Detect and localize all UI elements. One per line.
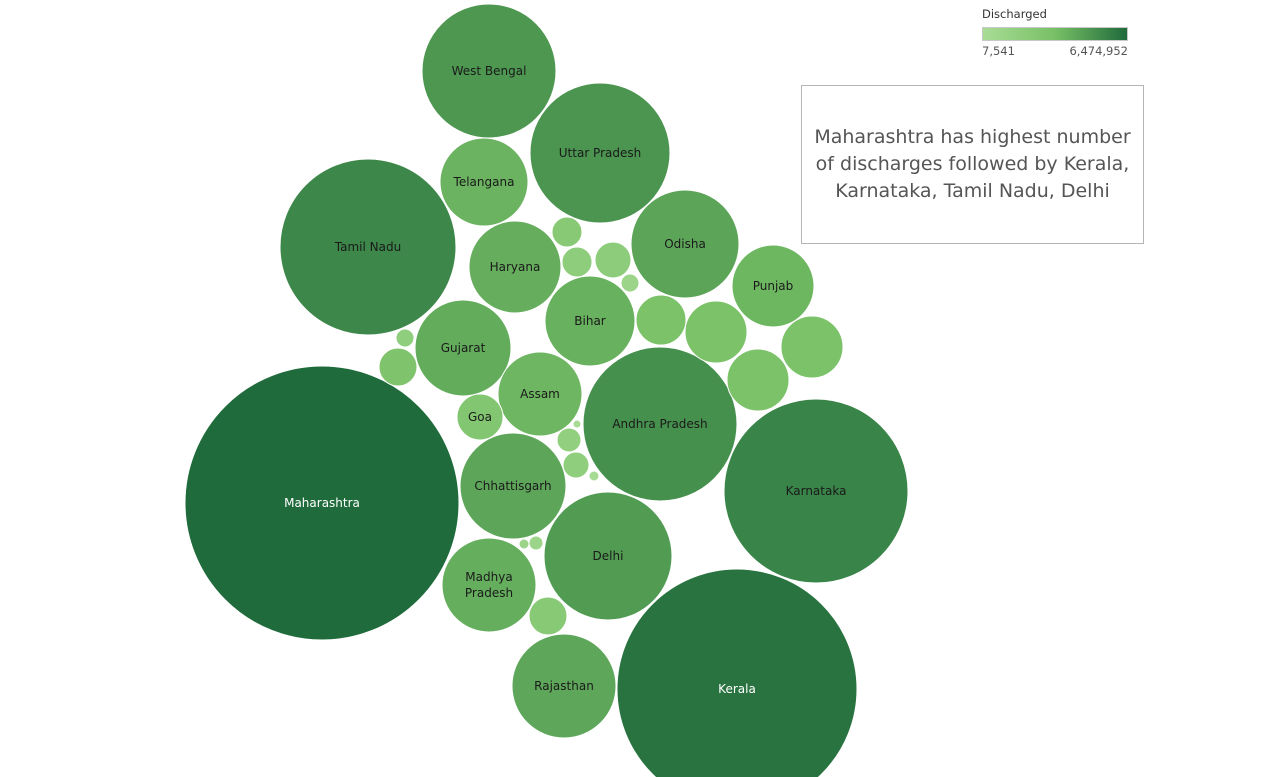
bubble-label-telangana: Telangana — [453, 175, 515, 189]
bubble-label-bihar: Bihar — [574, 314, 606, 328]
bubble-unlabeled-25[interactable] — [551, 216, 583, 248]
bubble-label-goa: Goa — [468, 410, 492, 424]
bubble-rajasthan[interactable] — [511, 633, 617, 739]
legend-gradient-bar — [982, 27, 1128, 41]
legend-title: Discharged — [982, 7, 1047, 21]
bubble-label-madhya-pradesh: Madhya Pradesh — [465, 570, 513, 600]
bubble-assam[interactable] — [497, 351, 583, 437]
bubble-unlabeled-20[interactable] — [684, 300, 748, 364]
bubble-gujarat[interactable] — [414, 299, 512, 397]
legend-min-label: 7,541 — [982, 44, 1015, 58]
bubble-haryana[interactable] — [468, 220, 562, 314]
color-legend: Discharged 7,541 6,474,952 — [982, 7, 1142, 58]
bubble-uttar-pradesh[interactable] — [529, 82, 671, 224]
bubble-unlabeled-34[interactable] — [588, 470, 600, 482]
bubble-label-chhattisgarh: Chhattisgarh — [474, 479, 551, 493]
bubble-label-gujarat: Gujarat — [441, 341, 486, 355]
bubble-unlabeled-28[interactable] — [562, 451, 590, 479]
bubble-unlabeled-33[interactable] — [518, 538, 530, 550]
bubble-unlabeled-35[interactable] — [572, 419, 582, 429]
legend-range: 7,541 6,474,952 — [982, 44, 1128, 58]
bubble-delhi[interactable] — [543, 491, 673, 621]
bubble-madhya-pradesh[interactable] — [441, 537, 537, 633]
bubble-bihar[interactable] — [544, 275, 636, 367]
bubble-andhra-pradesh[interactable] — [582, 346, 738, 502]
bubble-goa[interactable] — [456, 393, 504, 441]
bubble-unlabeled-23[interactable] — [378, 347, 418, 387]
bubble-label-haryana: Haryana — [490, 260, 541, 274]
bubble-label-andhra-pradesh: Andhra Pradesh — [612, 417, 707, 431]
annotation-box: Maharashtra has highest number of discha… — [801, 85, 1144, 244]
annotation-text: Maharashtra has highest number of discha… — [814, 126, 1131, 202]
bubble-maharashtra[interactable] — [184, 365, 460, 641]
bubble-odisha[interactable] — [630, 189, 740, 299]
bubble-label-kerala: Kerala — [718, 682, 756, 696]
bubble-unlabeled-29[interactable] — [556, 427, 582, 453]
bubble-karnataka[interactable] — [723, 398, 909, 584]
bubble-chhattisgarh[interactable] — [459, 432, 567, 540]
bubble-unlabeled-32[interactable] — [620, 273, 640, 293]
bubble-label-uttar-pradesh: Uttar Pradesh — [559, 146, 641, 160]
bubble-kerala[interactable] — [616, 568, 858, 777]
bubble-label-punjab: Punjab — [753, 279, 794, 293]
bubble-punjab[interactable] — [731, 244, 815, 328]
bubble-unlabeled-19[interactable] — [780, 315, 844, 379]
bubble-label-assam: Assam — [520, 387, 560, 401]
bubble-unlabeled-30[interactable] — [395, 328, 415, 348]
bubble-unlabeled-31[interactable] — [528, 535, 544, 551]
bubble-label-rajasthan: Rajasthan — [534, 679, 594, 693]
bubble-unlabeled-27[interactable] — [594, 241, 632, 279]
bubble-label-delhi: Delhi — [593, 549, 624, 563]
bubble-label-west-bengal: West Bengal — [452, 64, 527, 78]
bubble-unlabeled-22[interactable] — [726, 348, 790, 412]
bubble-tamil-nadu[interactable] — [279, 158, 457, 336]
bubble-label-tamil-nadu: Tamil Nadu — [334, 240, 401, 254]
bubble-unlabeled-21[interactable] — [635, 294, 687, 346]
bubble-unlabeled-24[interactable] — [528, 596, 568, 636]
bubble-label-maharashtra: Maharashtra — [284, 496, 360, 510]
bubble-label-odisha: Odisha — [664, 237, 706, 251]
bubble-telangana[interactable] — [439, 137, 529, 227]
bubble-unlabeled-26[interactable] — [561, 246, 593, 278]
legend-max-label: 6,474,952 — [1069, 44, 1128, 58]
bubble-label-karnataka: Karnataka — [786, 484, 847, 498]
